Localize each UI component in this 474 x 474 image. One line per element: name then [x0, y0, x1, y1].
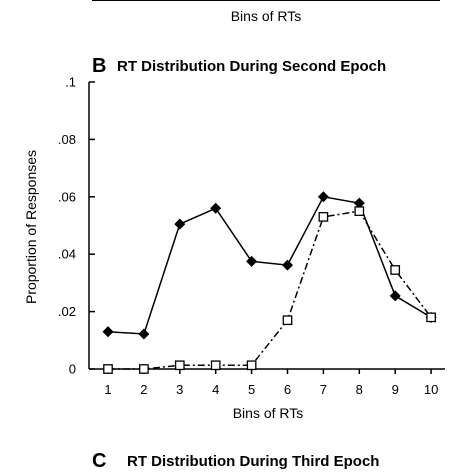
series-1-point [210, 202, 222, 214]
previous-panel-xlabel: Bins of RTs [231, 8, 302, 24]
series-2-point [354, 206, 365, 216]
panel-b-letter: B [92, 55, 106, 77]
series-2-point [139, 364, 149, 374]
series-1-point [281, 259, 294, 271]
series-1-point [174, 218, 186, 230]
y-tick-label: .1 [65, 75, 76, 90]
series-1-point [389, 290, 401, 302]
series-2-point [210, 360, 221, 371]
x-axis-ticks: 1 2 3 4 5 6 7 8 9 10 [104, 369, 438, 397]
x-tick-label: 1 [104, 382, 111, 397]
x-tick-label: 9 [392, 382, 399, 397]
series-2-point [103, 364, 113, 374]
panel-b-title: RT Distribution During Second Epoch [117, 58, 386, 75]
series-1-line [107, 195, 432, 335]
x-tick-label: 3 [176, 382, 183, 397]
y-tick-label: .08 [58, 132, 76, 147]
x-tick-label: 7 [320, 382, 327, 397]
series-1-point [246, 255, 258, 267]
series-2-line [108, 210, 432, 370]
previous-panel-fragment: Bins of RTs [92, 0, 440, 24]
series-2-point [390, 265, 401, 275]
x-tick-label: 5 [248, 382, 255, 397]
series-markers [102, 191, 437, 374]
x-tick-label: 8 [356, 382, 363, 397]
x-tick-label: 2 [140, 382, 147, 397]
y-axis-label: Proportion of Responses [23, 150, 39, 304]
y-tick-label: .06 [58, 189, 76, 204]
y-tick-label: .04 [58, 247, 76, 262]
y-tick-label: .02 [58, 304, 76, 319]
panel-c-title: RT Distribution During Third Epoch [127, 453, 379, 470]
series-1-point [102, 326, 114, 338]
series-2-point [174, 360, 185, 371]
x-axis-label: Bins of RTs [233, 405, 304, 421]
panel-b-header: B RT Distribution During Second Epoch [92, 55, 386, 77]
panel-c-letter: C [92, 450, 106, 472]
series-2-point [426, 312, 436, 323]
y-tick-label: 0 [69, 362, 76, 377]
x-tick-label: 4 [212, 382, 219, 397]
series-2-point [282, 315, 293, 326]
y-axis-ticks: 0 .02 .04 .06 .08 .1 [58, 75, 95, 377]
series-1-point [138, 328, 150, 340]
series-lines [107, 195, 432, 370]
x-tick-label: 10 [424, 382, 438, 397]
series-2-point [246, 360, 257, 371]
series-2-point [318, 212, 329, 222]
x-tick-label: 6 [284, 382, 291, 397]
panel-c-header: C RT Distribution During Third Epoch [92, 450, 379, 472]
chart-panel-b: 0 .02 .04 .06 .08 .1 1 2 3 4 5 6 7 8 9 10 Proportion o… [23, 75, 445, 421]
series-1-point [317, 191, 329, 203]
